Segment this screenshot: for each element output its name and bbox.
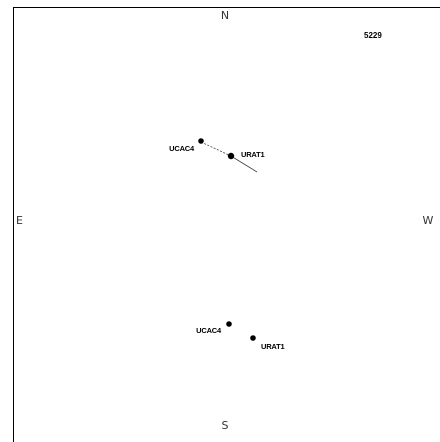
south-label: S	[222, 419, 229, 432]
star-marker-ucac4	[198, 138, 204, 144]
star-label-ucac4: UCAC4	[169, 144, 195, 153]
east-label: E	[16, 214, 23, 227]
west-label: W	[423, 214, 434, 227]
star-marker-ucac4	[226, 321, 232, 327]
motion-vector-solid	[230, 155, 258, 173]
motion-vector-dashed	[200, 141, 232, 157]
star-group-2: UCAC4 URAT1	[196, 321, 285, 351]
star-group-1: UCAC4 URAT1	[169, 138, 265, 173]
star-label-urat1: URAT1	[241, 150, 264, 159]
star-label-urat1: URAT1	[261, 342, 284, 351]
star-label-ucac4: UCAC4	[196, 326, 222, 335]
star-marker-urat1	[250, 335, 256, 341]
plate-id-label: 5229	[364, 31, 382, 40]
star-marker-urat1	[227, 152, 235, 160]
north-label: N	[221, 9, 229, 22]
